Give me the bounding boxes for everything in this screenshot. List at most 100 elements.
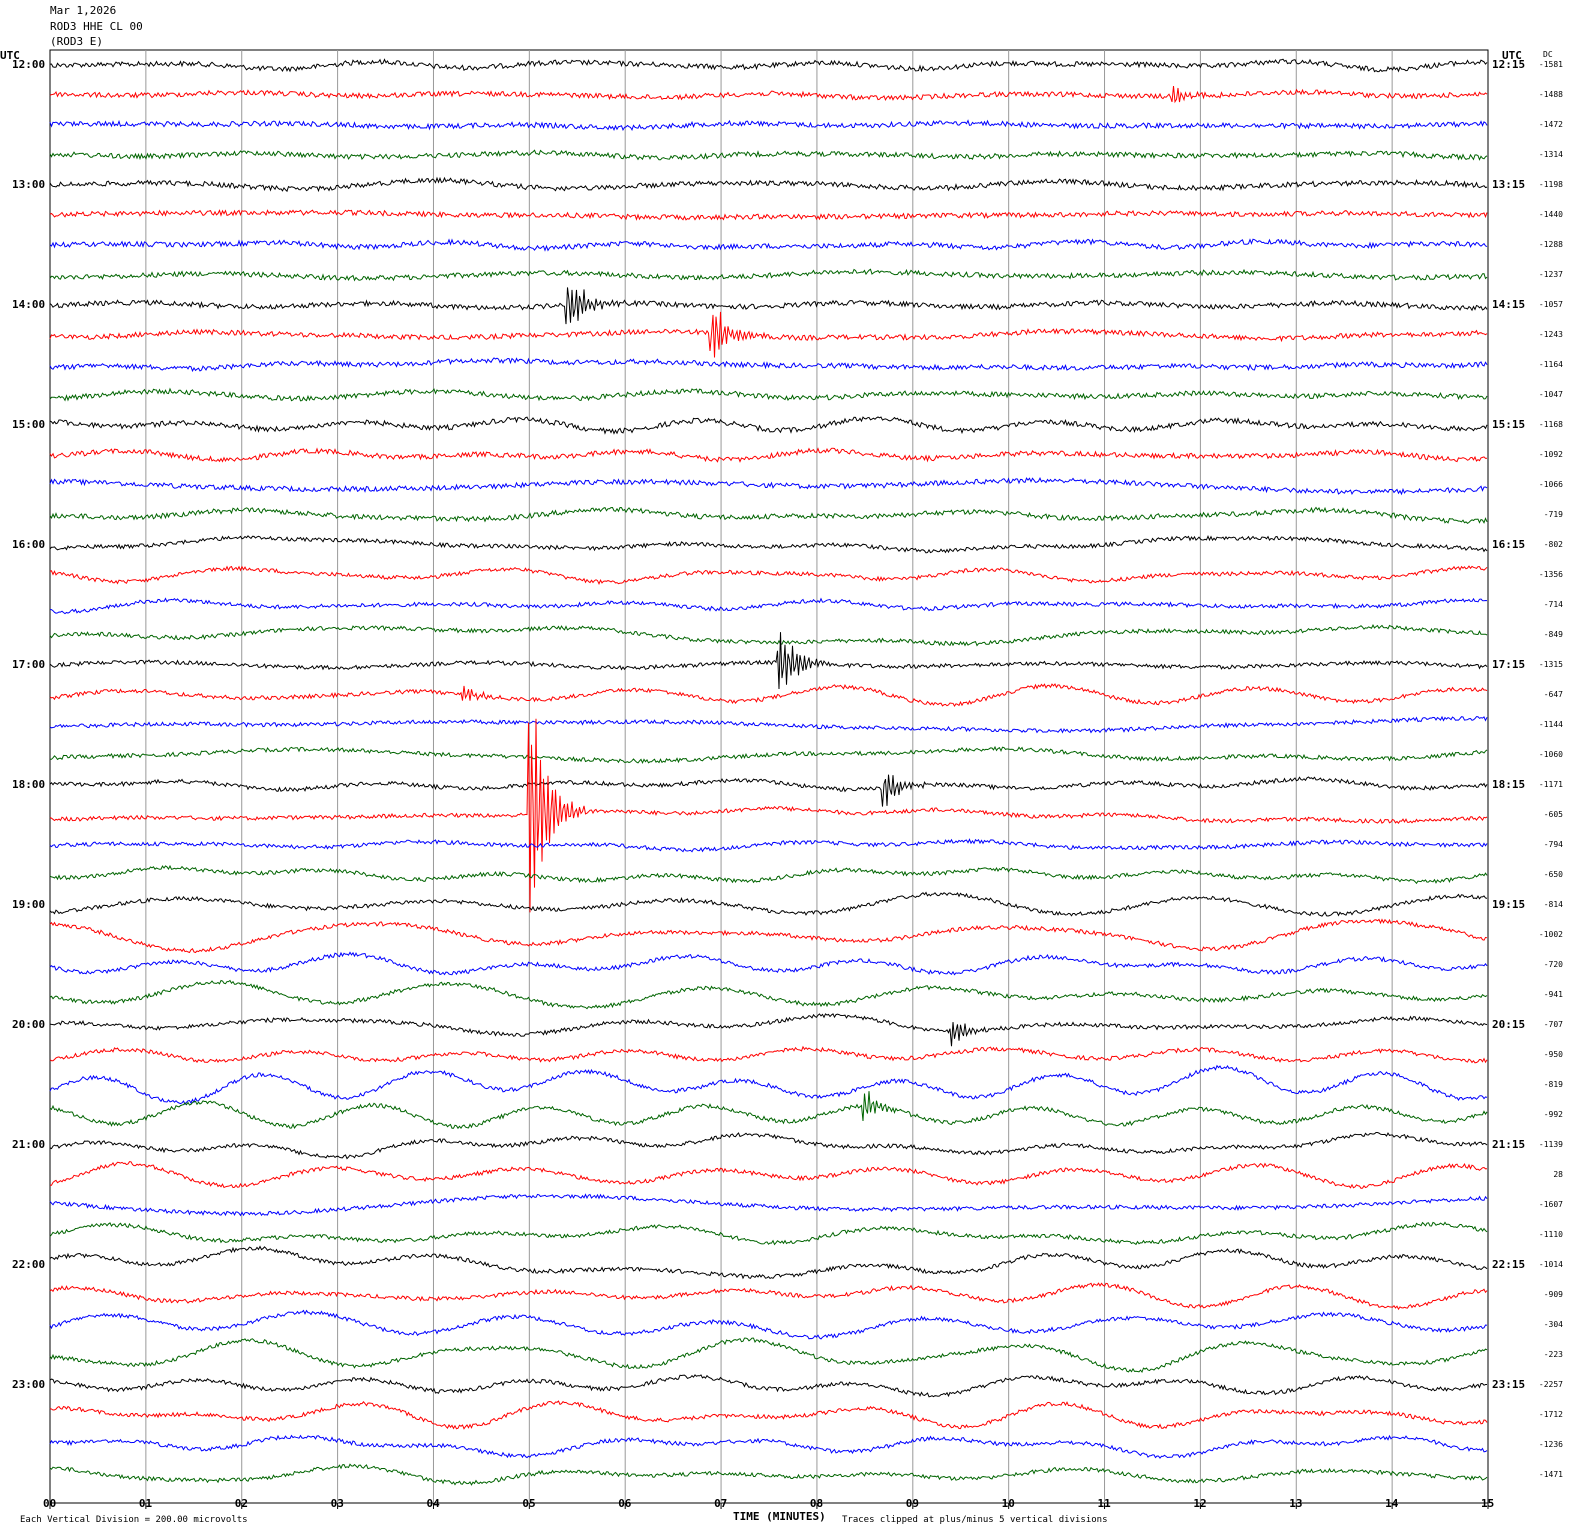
dc-offset-label: -1356 <box>1538 570 1563 579</box>
clip-note: Traces clipped at plus/minus 5 vertical … <box>842 1515 1108 1525</box>
scale-note: Each Vertical Division = 200.00 microvol… <box>20 1515 248 1525</box>
x-tick-label: 03 <box>330 1497 344 1510</box>
x-tick-label: 12 <box>1193 1497 1207 1510</box>
trace-line-0 <box>49 58 1488 73</box>
plot-frame <box>49 49 1489 1504</box>
dc-offset-label: -794 <box>1543 840 1563 849</box>
x-axis-label: TIME (MINUTES) <box>733 1510 826 1523</box>
trace-line-12 <box>49 416 1488 435</box>
x-tick-label: 10 <box>1001 1497 1015 1510</box>
trace-line-42 <box>49 1309 1488 1340</box>
trace-group <box>49 58 1488 1486</box>
trace-line-17 <box>49 565 1488 586</box>
dc-offset-label: -1168 <box>1538 420 1563 429</box>
x-tick-label: 00 <box>43 1497 57 1510</box>
trace-line-11 <box>49 387 1488 402</box>
left-hour-label: 22:00 <box>12 1258 46 1271</box>
trace-line-5 <box>49 209 1488 221</box>
trace-line-1 <box>49 85 1488 104</box>
trace-line-23 <box>50 745 1488 765</box>
dc-offset-label: -1139 <box>1538 1140 1563 1149</box>
trace-line-20 <box>49 632 1488 690</box>
dc-offset-label: -720 <box>1543 960 1563 969</box>
trace-line-31 <box>49 979 1488 1010</box>
dc-offset-label: -707 <box>1543 1020 1563 1029</box>
dc-offset-label: -1164 <box>1538 360 1563 369</box>
trace-line-22 <box>49 715 1488 734</box>
dc-offset-label: -1047 <box>1538 390 1563 399</box>
left-hour-label: 15:00 <box>12 418 46 431</box>
right-hour-label: 12:15 <box>1492 58 1526 71</box>
trace-line-33 <box>49 1045 1488 1064</box>
right-hour-label: 17:15 <box>1492 658 1526 671</box>
trace-line-41 <box>49 1282 1488 1311</box>
trace-line-40 <box>49 1245 1488 1280</box>
trace-line-4 <box>49 176 1488 193</box>
left-hour-label: 17:00 <box>12 658 46 671</box>
dc-offset-label: -909 <box>1543 1290 1563 1299</box>
x-tick-label: 14 <box>1385 1497 1399 1510</box>
trace-line-35 <box>49 1091 1488 1130</box>
dc-offset-label: 28 <box>1553 1170 1563 1179</box>
trace-line-46 <box>49 1434 1488 1459</box>
x-tick-label: 09 <box>905 1497 920 1510</box>
dc-offset-label: -992 <box>1543 1110 1563 1119</box>
dc-offset-label: -647 <box>1543 690 1563 699</box>
dc-title: DC <box>1543 50 1553 59</box>
dc-offset-label: -1472 <box>1538 120 1563 129</box>
trace-line-38 <box>49 1193 1488 1217</box>
trace-line-26 <box>49 838 1488 853</box>
dc-offset-label: -1198 <box>1538 180 1563 189</box>
dc-offset-label: -950 <box>1543 1050 1563 1059</box>
trace-line-7 <box>49 268 1488 282</box>
right-hour-label: 23:15 <box>1492 1378 1526 1391</box>
left-hour-label: 12:00 <box>12 58 46 71</box>
dc-offset-label: -1066 <box>1538 480 1563 489</box>
dc-offset-label: -1607 <box>1538 1200 1563 1209</box>
trace-line-43 <box>49 1337 1488 1373</box>
trace-line-28 <box>49 891 1488 917</box>
trace-line-30 <box>49 951 1488 976</box>
dc-offset-label: -2257 <box>1538 1380 1563 1389</box>
left-hour-label: 23:00 <box>12 1378 46 1391</box>
x-tick-label: 15 <box>1481 1497 1495 1510</box>
trace-line-3 <box>49 149 1488 161</box>
right-hour-label: 21:15 <box>1492 1138 1526 1151</box>
trace-line-27 <box>49 864 1488 885</box>
x-tick-label: 02 <box>234 1497 248 1510</box>
x-tick-label: 04 <box>426 1497 440 1510</box>
left-hour-label: 16:00 <box>12 538 46 551</box>
dc-offset-label: -814 <box>1543 900 1563 909</box>
trace-line-21 <box>49 683 1488 707</box>
trace-line-32 <box>49 1013 1488 1047</box>
trace-line-14 <box>49 477 1488 496</box>
trace-line-44 <box>49 1374 1487 1398</box>
left-hour-label: 20:00 <box>12 1018 46 1031</box>
dc-offset-label: -1471 <box>1538 1470 1563 1479</box>
x-tick-label: 11 <box>1097 1497 1111 1510</box>
dc-offset-label: -1581 <box>1538 60 1563 69</box>
trace-line-45 <box>49 1400 1488 1430</box>
dc-offset-label: -1144 <box>1538 720 1563 729</box>
right-hour-label: 15:15 <box>1492 418 1526 431</box>
dc-offset-label: -1002 <box>1538 930 1563 939</box>
trace-line-18 <box>50 597 1488 615</box>
left-hour-label: 21:00 <box>12 1138 46 1151</box>
dc-offset-label: -1288 <box>1538 240 1563 249</box>
right-hour-label: 22:15 <box>1492 1258 1526 1271</box>
dc-offset-label: -1171 <box>1538 780 1563 789</box>
left-utc-title: UTC <box>0 49 20 62</box>
trace-line-34 <box>49 1064 1488 1106</box>
trace-line-16 <box>49 534 1488 554</box>
left-hour-label: 13:00 <box>12 178 46 191</box>
dc-offset-label: -1315 <box>1538 660 1563 669</box>
right-hour-label: 16:15 <box>1492 538 1526 551</box>
trace-line-36 <box>49 1132 1488 1160</box>
x-tick-label: 06 <box>618 1497 632 1510</box>
x-tick-label: 13 <box>1289 1497 1303 1510</box>
left-hour-label: 18:00 <box>12 778 46 791</box>
dc-offset-label: -1488 <box>1538 90 1563 99</box>
trace-line-25 <box>49 718 1488 913</box>
dc-offset-label: -223 <box>1543 1350 1563 1359</box>
